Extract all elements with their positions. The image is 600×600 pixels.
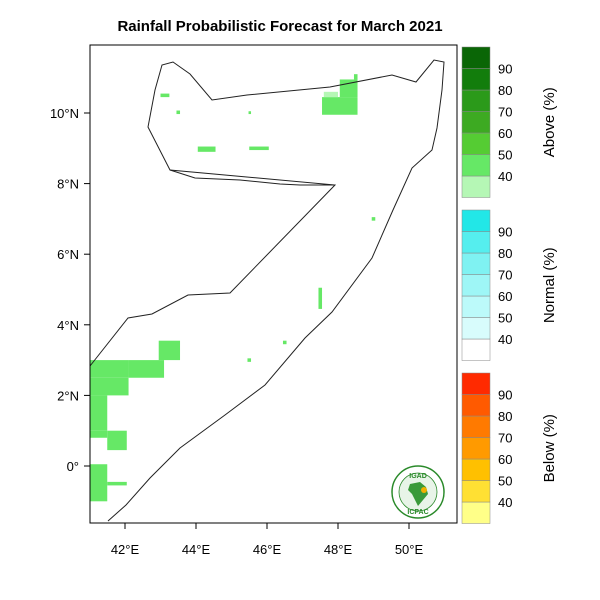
forecast-cell	[107, 430, 127, 451]
forecast-cell	[318, 287, 323, 309]
legend-tick-label: 50	[498, 474, 512, 489]
legend-swatch	[461, 68, 491, 91]
logo-bottom-text: ICPAC	[407, 509, 428, 516]
legend-tick-label: 80	[498, 246, 512, 261]
forecast-cell	[128, 360, 165, 378]
legend-above: 90 80 70 60 50 40 Above (%)	[461, 46, 558, 198]
lon-label: 50°E	[395, 542, 424, 557]
legend-swatch	[461, 154, 491, 177]
legend-tick-label: 80	[498, 409, 512, 424]
forecast-cell	[197, 146, 216, 152]
legend-tick-label: 60	[498, 452, 512, 467]
legend-swatch	[461, 458, 491, 481]
legend-swatch	[461, 317, 491, 340]
forecast-cell	[107, 481, 127, 486]
forecast-cell	[90, 430, 108, 438]
lon-label: 44°E	[182, 542, 211, 557]
forecast-cells	[90, 74, 376, 502]
legend-swatch	[461, 372, 491, 395]
legend-swatch	[461, 175, 491, 198]
forecast-cell-light	[323, 91, 338, 98]
forecast-cell	[322, 97, 358, 115]
legend-swatch	[461, 46, 491, 69]
legend-tick-label: 60	[498, 126, 512, 141]
legend-swatch	[461, 132, 491, 155]
logo-top-text: IGAD	[409, 473, 427, 480]
legend-tick-label: 40	[498, 332, 512, 347]
north-border	[169, 169, 335, 186]
legend-swatch	[461, 437, 491, 460]
forecast-cell	[371, 217, 376, 221]
logo-sun-icon	[421, 487, 427, 493]
forecast-cell	[90, 377, 129, 396]
legend-group: 90 80 70 60 50 40 Above (%) 90 80 70 60 50 40 Normal …	[461, 46, 558, 524]
legend-swatch	[461, 501, 491, 524]
legend-swatch	[461, 111, 491, 134]
legend-tick-label: 50	[498, 148, 512, 163]
legend-swatch	[461, 231, 491, 254]
somalia-outline	[90, 59, 445, 523]
legend-tick-label: 60	[498, 289, 512, 304]
legend-swatch	[461, 480, 491, 503]
lon-label: 48°E	[324, 542, 353, 557]
legend-normal: 90 80 70 60 50 40 Normal (%)	[461, 209, 558, 361]
legend-tick-label: 40	[498, 495, 512, 510]
legend-tick-label: 50	[498, 311, 512, 326]
forecast-cell	[158, 340, 181, 361]
lat-label: 0°	[67, 459, 79, 474]
legend-tick-label: 70	[498, 431, 512, 446]
legend-swatch	[461, 295, 491, 318]
forecast-cell	[248, 111, 252, 115]
lat-label: 8°N	[57, 177, 79, 192]
forecast-cell	[90, 360, 129, 378]
forecast-cell	[160, 93, 170, 98]
legend-title: Below (%)	[541, 414, 558, 482]
map-frame	[89, 44, 458, 524]
legend-swatch	[461, 274, 491, 297]
legend-tick-label: 90	[498, 225, 512, 240]
longitude-axis: 42°E 44°E 46°E 48°E 50°E	[111, 523, 424, 557]
legend-swatch	[461, 415, 491, 438]
latitude-axis: 10°N 8°N 6°N 4°N 2°N 0°	[50, 106, 90, 474]
igad-icpac-logo: IGAD ICPAC	[391, 465, 445, 519]
legend-tick-label: 90	[498, 62, 512, 77]
legend-tick-label: 70	[498, 268, 512, 283]
forecast-cell	[353, 74, 358, 80]
forecast-cell	[282, 340, 287, 345]
legend-tick-label: 90	[498, 388, 512, 403]
legend-swatch	[461, 252, 491, 275]
forecast-cell	[90, 395, 108, 431]
legend-tick-label: 70	[498, 105, 512, 120]
lat-label: 4°N	[57, 318, 79, 333]
forecast-cell	[249, 146, 269, 151]
legend-below: 90 80 70 60 50 40 Below (%)	[461, 372, 558, 524]
forecast-cell	[247, 358, 252, 362]
lat-label: 10°N	[50, 106, 79, 121]
lat-label: 6°N	[57, 247, 79, 262]
legend-tick-label: 80	[498, 83, 512, 98]
legend-swatch	[461, 338, 491, 361]
legend-swatch	[461, 394, 491, 417]
legend-title: Normal (%)	[541, 247, 558, 323]
legend-tick-label: 40	[498, 169, 512, 184]
coastline	[90, 59, 445, 522]
lon-label: 42°E	[111, 542, 140, 557]
legend-swatch	[461, 209, 491, 232]
map-title: Rainfall Probabilistic Forecast for Marc…	[117, 18, 443, 35]
forecast-cell	[176, 110, 181, 115]
legend-title: Above (%)	[541, 87, 558, 157]
lat-label: 2°N	[57, 388, 79, 403]
lon-label: 46°E	[253, 542, 282, 557]
legend-swatch	[461, 89, 491, 112]
forecast-cell	[90, 464, 108, 502]
